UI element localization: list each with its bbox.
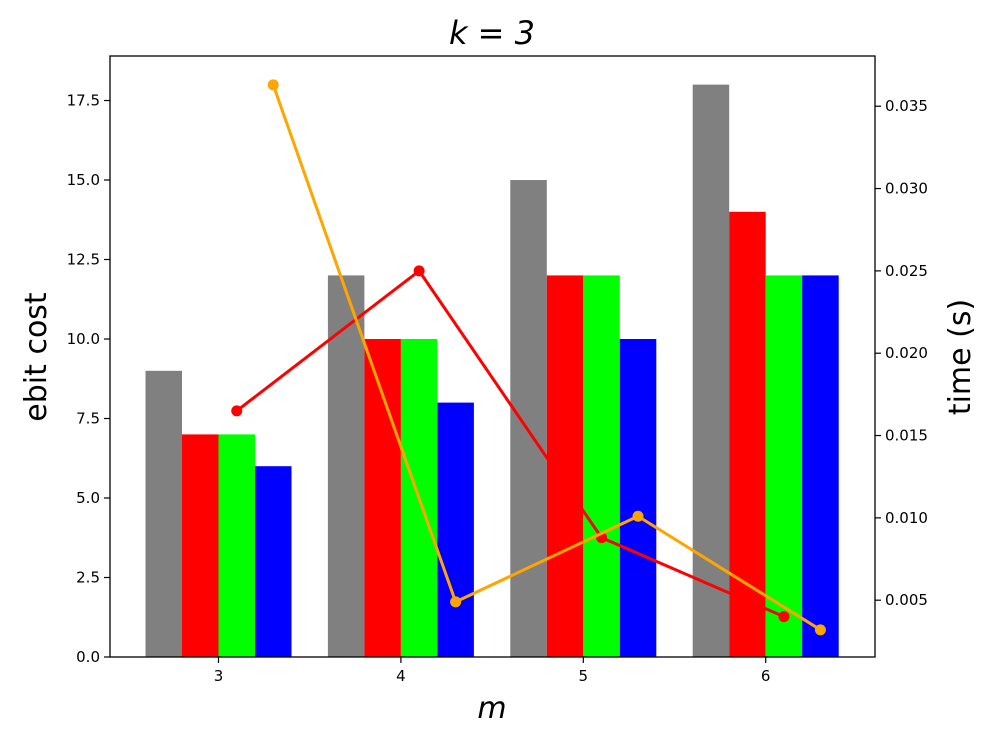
y-axis-ticks: 0.0 2.5 5.0 7.5 10.0 12.5 15.0 17.5 [67, 92, 110, 666]
y-tick-label: 0.0 [76, 648, 100, 666]
y-tick-label: 17.5 [67, 92, 100, 110]
series-point [778, 611, 790, 623]
bar [327, 275, 365, 657]
y2-tick-label: 0.015 [885, 427, 928, 445]
bars-layer [145, 84, 839, 658]
series-point [413, 265, 425, 277]
chart-title: k = 3 [449, 14, 535, 52]
y2-tick-label: 0.030 [885, 180, 928, 198]
bar [619, 339, 657, 657]
y-tick-label: 10.0 [67, 330, 100, 348]
y2-tick-label: 0.005 [885, 591, 928, 609]
series-line [235, 269, 785, 619]
bar [182, 434, 219, 657]
y2-tick-label: 0.020 [885, 344, 928, 362]
y-tick-label: 7.5 [76, 410, 100, 428]
series-line [271, 84, 822, 632]
y2-tick-label: 0.035 [885, 97, 928, 115]
x-tick-label: 4 [396, 667, 406, 685]
x-axis-label: m [477, 691, 506, 726]
series-point [267, 79, 279, 91]
y-tick-label: 2.5 [76, 569, 100, 587]
bar [437, 402, 474, 657]
series-point [231, 405, 243, 417]
series-point [450, 596, 462, 608]
y2-tick-label: 0.025 [885, 262, 928, 280]
bar [510, 180, 547, 657]
bar [729, 211, 766, 657]
bar [583, 275, 620, 657]
y-tick-label: 12.5 [67, 251, 100, 269]
bar [802, 275, 839, 657]
y-axis-label: ebit cost [19, 292, 54, 422]
x-tick-label: 3 [214, 667, 224, 685]
lines-layer [231, 79, 826, 636]
y-tick-label: 15.0 [67, 171, 100, 189]
y2-axis-ticks: 0.005 0.010 0.015 0.020 0.025 0.030 0.035 [875, 97, 928, 609]
bar [765, 275, 803, 657]
bar [364, 339, 401, 657]
plot-frame [109, 55, 876, 658]
x-axis-ticks: 3 4 5 6 [214, 657, 771, 685]
bar [218, 434, 255, 657]
y2-tick-label: 0.010 [885, 509, 928, 527]
x-tick-label: 6 [761, 667, 771, 685]
bar [255, 466, 292, 657]
bar [145, 370, 182, 657]
y-tick-label: 5.0 [76, 489, 100, 507]
y2-axis-label: time (s) [943, 299, 978, 415]
x-tick-label: 5 [579, 667, 589, 685]
series-point [814, 624, 826, 636]
series-point [632, 510, 644, 522]
